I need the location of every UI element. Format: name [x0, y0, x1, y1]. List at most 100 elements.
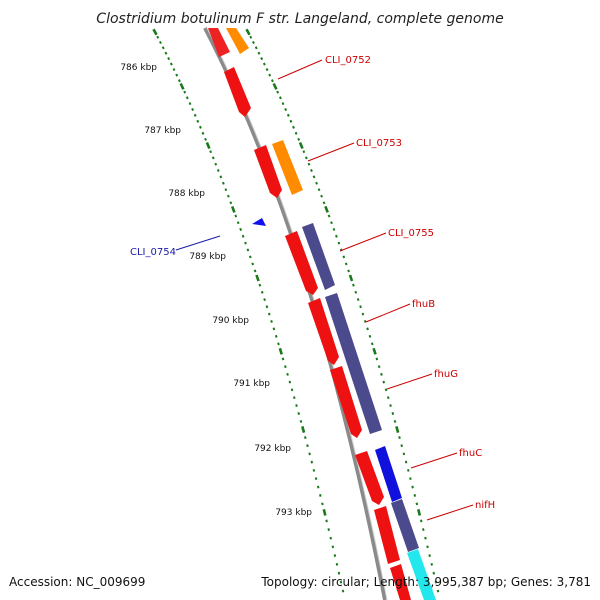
scale-tick-minor	[434, 580, 438, 584]
scale-label: 788 kbp	[168, 189, 205, 199]
topology-text: Topology: circular; Length: 3,995,387 bp…	[260, 575, 591, 589]
gene-label[interactable]: fhuC	[459, 448, 482, 459]
gene-feature-orange[interactable]	[226, 28, 249, 54]
scale-tick-minor	[432, 571, 436, 575]
scale-tick-minor	[284, 365, 287, 369]
scale-tick-minor	[265, 305, 269, 309]
scale-tick-minor	[307, 162, 311, 166]
gene-feature[interactable]	[285, 231, 318, 295]
scale-tick-minor	[308, 452, 311, 456]
scale-tick-minor	[430, 562, 433, 566]
scale-tick-major	[230, 205, 236, 213]
scale-tick-minor	[321, 502, 324, 506]
scale-tick-major	[245, 28, 251, 36]
scale-tick-minor	[246, 248, 250, 252]
scale-tick-minor	[288, 380, 292, 384]
scale-tick-minor	[252, 40, 255, 45]
gene-label[interactable]: fhuG	[434, 369, 458, 380]
scale-tick-minor	[337, 241, 341, 245]
scale-tick-minor	[384, 388, 388, 392]
scale-tick-minor	[214, 162, 218, 166]
scale-tick-minor	[304, 156, 308, 160]
scale-tick-minor	[236, 221, 240, 225]
scale-tick-minor	[209, 150, 213, 154]
gene-label[interactable]: nifH	[475, 500, 495, 511]
scale-tick-minor	[270, 320, 273, 323]
scale-tick-minor	[316, 485, 320, 489]
scale-tick-minor	[331, 545, 335, 549]
scale-tick-minor	[363, 320, 367, 323]
scale-tick-minor	[191, 107, 195, 112]
scale-tick-minor	[183, 90, 187, 94]
scale-tick-minor	[177, 79, 181, 83]
gene-feature-blue[interactable]	[375, 446, 402, 502]
scale-tick-minor	[317, 188, 321, 192]
scale-tick-minor	[289, 119, 293, 123]
gene-feature[interactable]	[390, 564, 411, 600]
scale-tick-minor	[428, 554, 431, 558]
scale-tick-minor	[292, 125, 295, 129]
leader-line-reverse	[175, 235, 221, 251]
scale-tick-minor	[354, 290, 358, 294]
scale-tick-minor	[302, 150, 306, 154]
scale-tick-major	[417, 508, 422, 516]
scale-tick-minor	[380, 372, 383, 376]
gene-feature-purple[interactable]	[302, 223, 335, 290]
scale-tick-minor	[312, 468, 316, 472]
scale-tick-minor	[370, 342, 374, 346]
scale-tick-minor	[254, 46, 258, 50]
scale-tick-minor	[253, 269, 257, 273]
gene-feature[interactable]	[330, 366, 362, 438]
scale-tick-minor	[234, 214, 238, 218]
scale-label: 791 kbp	[233, 379, 270, 389]
scale-tick-minor	[198, 125, 202, 129]
scale-tick-minor	[267, 312, 271, 316]
scale-tick-major	[348, 274, 354, 282]
scale-label: 787 kbp	[144, 126, 181, 136]
gene-feature[interactable]	[254, 145, 282, 198]
scale-tick-minor	[249, 35, 253, 39]
scale-tick-minor	[221, 181, 225, 185]
scale-tick-minor	[297, 412, 301, 415]
map-title: Clostridium botulinum F str. Langeland, …	[96, 11, 503, 27]
scale-tick-minor	[274, 334, 278, 338]
gene-label[interactable]: CLI_0754	[130, 247, 176, 258]
scale-tick-minor	[258, 283, 262, 287]
scale-tick-minor	[263, 298, 266, 302]
scale-tick-minor	[391, 412, 395, 415]
gene-feature-purple[interactable]	[391, 499, 419, 552]
gene-feature[interactable]	[308, 298, 339, 365]
gene-label[interactable]: CLI_0752	[325, 55, 371, 66]
gene-feature[interactable]	[374, 506, 400, 564]
scale-tick-minor	[333, 554, 337, 558]
scale-tick-minor	[386, 396, 390, 400]
scale-tick-minor	[368, 334, 372, 338]
gene-label[interactable]: fhuB	[412, 299, 435, 310]
scale-tick-minor	[389, 404, 392, 407]
gene-feature[interactable]	[224, 67, 251, 117]
scale-tick-minor	[239, 227, 243, 231]
scale-tick-minor	[175, 73, 179, 77]
gene-label[interactable]: CLI_0755	[388, 228, 434, 239]
scale-tick-minor	[400, 444, 403, 448]
scale-tick-minor	[244, 241, 247, 245]
scale-tick-minor	[281, 102, 285, 106]
scale-tick-minor	[402, 452, 406, 456]
gene-feature-orange[interactable]	[272, 140, 303, 195]
scale-tick-minor	[286, 113, 290, 117]
gene-feature[interactable]	[208, 28, 230, 57]
scale-tick-minor	[413, 494, 417, 497]
scale-tick-minor	[329, 536, 332, 540]
scale-tick-minor	[156, 35, 160, 39]
scale-tick-minor	[290, 388, 294, 392]
gene-feature[interactable]	[355, 451, 384, 505]
scale-tick-minor	[265, 68, 269, 72]
gene-feature-purple[interactable]	[325, 293, 382, 434]
gene-feature-cyan[interactable]	[407, 549, 436, 600]
gene-label[interactable]: CLI_0753	[356, 138, 402, 149]
scale-tick-minor	[219, 175, 223, 179]
scale-tick-minor	[366, 327, 369, 331]
scale-tick-minor	[436, 589, 440, 593]
gene-feature-reverse[interactable]	[252, 218, 266, 226]
